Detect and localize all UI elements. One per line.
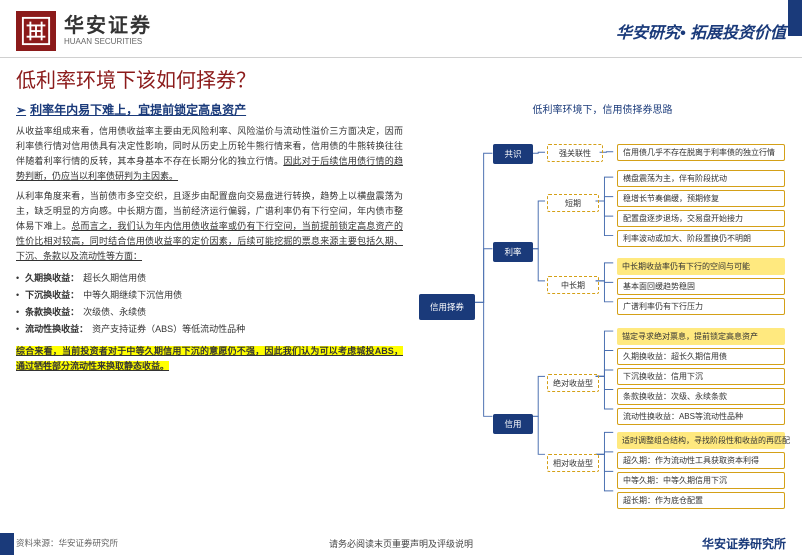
diagram-node-s_short: 短期 [547, 194, 599, 212]
bullet-icon: • [16, 287, 19, 304]
diagram-node-l1b: 信用债几乎不存在脱离于利率债的独立行情 [617, 144, 785, 161]
diagram-node-l21: 横盘震荡为主，伴有阶段扰动 [617, 170, 785, 187]
header-tagline: 华安研究• 拓展投资价值 [616, 19, 786, 43]
subhead-text: 利率年内易下难上，宜提前锁定高息资产 [30, 101, 246, 118]
bullet-icon: • [16, 270, 19, 287]
diagram-node-l25: 中长期收益率仍有下行的空间与可能 [617, 258, 785, 275]
bullet-item: •久期换收益：超长久期信用债 [16, 270, 403, 287]
diagram-node-c1: 共识 [493, 144, 533, 164]
diagram-node-s_abs: 绝对收益型 [547, 374, 599, 392]
page-title: 低利率环境下该如何择券？ [16, 64, 786, 93]
diagram-node-l26: 基本面回缓趋势稳固 [617, 278, 785, 295]
slide: 华安证券 HUAAN SECURITIES 华安研究• 拓展投资价值 低利率环境… [0, 0, 802, 555]
diagram-node-l35: 流动性换收益：ABS等流动性品种 [617, 408, 785, 425]
diagram-node-l1: 强关联性 [547, 144, 603, 162]
header: 华安证券 HUAAN SECURITIES 华安研究• 拓展投资价值 [0, 0, 802, 58]
diagram-node-l22: 稳增长节奏偏缓，预期修复 [617, 190, 785, 207]
diagram-node-l43: 中等久期：中等久期信用下沉 [617, 472, 785, 489]
footer-source: 资料来源：华安证券研究所 [16, 537, 118, 549]
diagram-node-s_rel: 相对收益型 [547, 454, 599, 472]
top-accent [788, 0, 802, 36]
logo: 华安证券 HUAAN SECURITIES [16, 11, 152, 51]
diagram-node-c2: 利率 [493, 242, 533, 262]
bullet-icon: • [16, 304, 19, 321]
diagram-node-l27: 广谱利率仍有下行压力 [617, 298, 785, 315]
diagram-node-l32: 久期换收益：超长久期信用债 [617, 348, 785, 365]
logo-en: HUAAN SECURITIES [64, 38, 152, 46]
diagram-node-l42: 超久期：作为流动性工具获取资本利得 [617, 452, 785, 469]
diagram-node-c3: 信用 [493, 414, 533, 434]
right-column: 低利率环境下，信用债择券思路 信用择券 共识利率信用 短期中长期绝对收益型相对收益型… [413, 101, 786, 537]
bullet-list: •久期换收益：超长久期信用债•下沉换收益：中等久期继续下沉信用债•条款换收益：次… [16, 270, 403, 338]
footer: 资料来源：华安证券研究所 请务必阅读末页重要声明及评级说明 华安证券研究所 [0, 531, 802, 555]
paragraph-2: 从利率角度来看，当前债市多空交织，且逐步由配置盘向交易盘进行转换，趋势上以横盘震… [16, 189, 403, 263]
footer-notice: 请务必阅读末页重要声明及评级说明 [329, 537, 473, 550]
bullet-icon: • [16, 321, 19, 338]
section-subhead: ➢ 利率年内易下难上，宜提前锁定高息资产 [16, 101, 403, 118]
diagram: 信用择券 共识利率信用 短期中长期绝对收益型相对收益型 强关联性信用债几乎不存在脱离于… [419, 124, 786, 504]
bullet-item: •流动性换收益：资产支持证券（ABS）等低流动性品种 [16, 321, 403, 338]
logo-mark-icon [16, 11, 56, 51]
bullet-item: •条款换收益：次级债、永续债 [16, 304, 403, 321]
diagram-node-root: 信用择券 [419, 294, 475, 320]
bullet-item: •下沉换收益：中等久期继续下沉信用债 [16, 287, 403, 304]
diagram-node-l31: 锚定寻求绝对票息，提前锁定高息资产 [617, 328, 785, 345]
diagram-node-l34: 条款换收益：次级、永续条款 [617, 388, 785, 405]
logo-text: 华安证券 HUAAN SECURITIES [64, 16, 152, 46]
paragraph-1: 从收益率组成来看，信用债收益率主要由无风险利率、风险溢价与流动性溢价三方面决定，… [16, 124, 403, 183]
diagram-node-s_mid: 中长期 [547, 276, 599, 294]
diagram-node-l33: 下沉换收益：信用下沉 [617, 368, 785, 385]
title-bar: 低利率环境下该如何择券？ [0, 58, 802, 97]
diagram-node-l41: 适时调整组合结构，寻找阶段性和收益的再匹配 [617, 432, 785, 449]
arrow-icon: ➢ [16, 103, 26, 117]
footer-institution: 华安证券研究所 [702, 535, 786, 552]
left-column: ➢ 利率年内易下难上，宜提前锁定高息资产 从收益率组成来看，信用债收益率主要由无… [16, 101, 413, 537]
logo-cn: 华安证券 [64, 16, 152, 36]
diagram-node-l24: 利率波动或加大、阶段置换仍不明朗 [617, 230, 785, 247]
diagram-node-l23: 配置盘逐步退场，交易盘开始接力 [617, 210, 785, 227]
chart-title: 低利率环境下，信用债择券思路 [419, 101, 786, 116]
diagram-node-l44: 超长期：作为底仓配置 [617, 492, 785, 509]
content: ➢ 利率年内易下难上，宜提前锁定高息资产 从收益率组成来看，信用债收益率主要由无… [0, 97, 802, 537]
highlight-paragraph: 综合来看，当前投资者对于中等久期信用下沉的意愿仍不强，因此我们认为可以考虑城投A… [16, 344, 403, 374]
